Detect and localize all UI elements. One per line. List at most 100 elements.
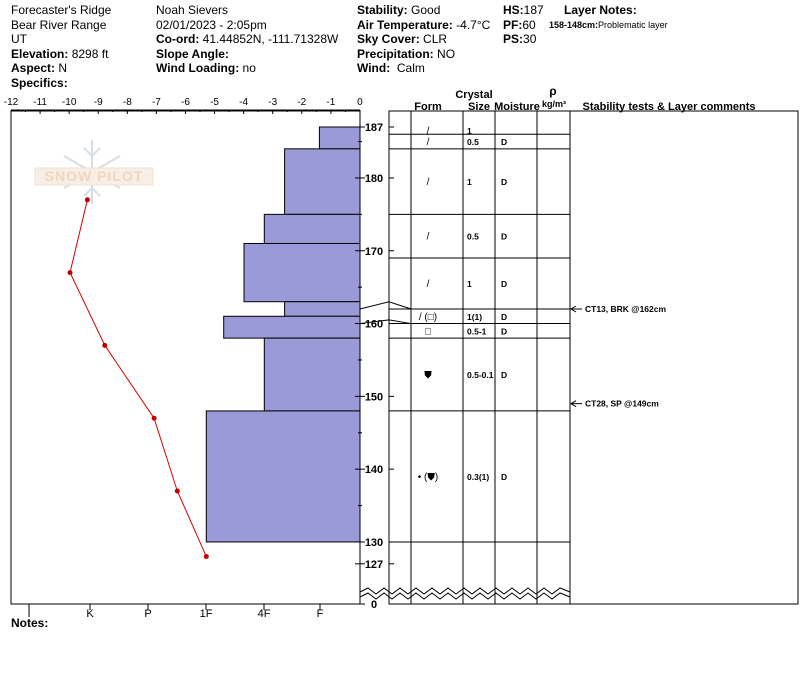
height-tick-label: 160 — [365, 319, 383, 331]
hs: HS:187 — [503, 3, 544, 17]
density-unit: kg/m³ — [542, 99, 566, 109]
aspect: Aspect: N — [11, 61, 68, 75]
layer-moisture: D — [501, 472, 507, 482]
snowpit-info: HS:187 PF:60 PS:30 — [503, 3, 544, 47]
crystal-header: Crystal — [455, 89, 492, 101]
conditions-info: Stability: Good Air Temperature: -4.7°C … — [357, 3, 490, 76]
stability-header: Stability tests & Layer comments — [582, 101, 755, 113]
air-temperature: Air Temperature: -4.7°C — [357, 17, 491, 32]
layer-note: 158-148cm:Problematic layer — [549, 19, 668, 30]
hardness-tick-label: 4F — [258, 608, 271, 620]
layer-leader — [359, 319, 412, 325]
temp-tick-label: -10 — [62, 97, 77, 108]
hardness-bar-6 — [263, 337, 361, 412]
watermark-text: SNOW PILOT — [45, 168, 144, 184]
state: UT — [11, 32, 27, 46]
ps: PS:30 — [503, 32, 537, 46]
hardness-bar-2 — [263, 213, 361, 244]
observation-datetime: 02/01/2023 - 2:05pm — [156, 17, 267, 32]
specifics: Specifics: — [11, 75, 68, 90]
layer-form: / — [427, 137, 430, 148]
layer-moisture: D — [501, 177, 507, 187]
temp-tick-label: -8 — [123, 97, 132, 108]
temperature-point — [102, 342, 108, 348]
sky-cover: Sky Cover: CLR — [357, 32, 448, 46]
temp-tick-label: -5 — [210, 97, 219, 108]
hardness-bar-5 — [223, 315, 361, 339]
temp-tick-label: 0 — [357, 97, 363, 108]
layer-form: • (⛊) — [418, 472, 438, 483]
layer-leader — [359, 301, 412, 310]
temp-tick-label: -12 — [4, 97, 19, 108]
hardness-bar-0 — [318, 126, 361, 150]
stability-test-label: CT28, SP @149cm — [585, 399, 659, 409]
moisture-header: Moisture — [494, 101, 540, 113]
layer-size: 1 — [467, 177, 472, 187]
temp-tick-label: -9 — [94, 97, 103, 108]
wind: Wind: Calm — [357, 61, 425, 75]
layer-form: ⛊ — [424, 370, 432, 381]
layer-moisture: D — [501, 326, 507, 336]
location-name: Forecaster's Ridge — [11, 3, 112, 17]
temp-tick-label: -6 — [181, 97, 190, 108]
layer-size: 1 — [467, 279, 472, 289]
layer-table: / 1 / 0.5 D / 1 D / 0.5 D / 1 D / (□) 1(1) D □ 0.5-1 D ⛊ 0.5-… — [359, 110, 799, 605]
layer-size: 0.5-0.1 — [467, 370, 494, 380]
form-header: Form — [414, 101, 442, 113]
layer-size: 0.3(1) — [467, 472, 489, 482]
height-tick-label: 150 — [365, 391, 383, 403]
layer-size: 0.5 — [467, 232, 479, 242]
hardness-tick-label: K — [86, 608, 94, 620]
temp-tick-label: -11 — [33, 97, 47, 108]
temp-tick-label: -2 — [297, 97, 306, 108]
temp-tick-label: -3 — [268, 97, 277, 108]
stability-arrowhead — [570, 400, 577, 408]
height-tick-label: 127 — [365, 559, 383, 571]
layer-notes-title: Layer Notes: — [564, 3, 637, 17]
temperature-point — [67, 270, 73, 276]
temperature-line — [69, 199, 207, 557]
location-info: Forecaster's Ridge Bear River Range UT E… — [11, 3, 111, 90]
layer-moisture: D — [501, 232, 507, 242]
temperature-point — [203, 554, 209, 560]
snowpilot-logo: SNOW PILOT — [34, 140, 154, 204]
temperature-point — [84, 197, 90, 203]
precipitation: Precipitation: NO — [357, 46, 456, 61]
layer-form: □ — [425, 326, 431, 337]
hardness-tick-label: I — [27, 608, 30, 620]
height-tick-label: 180 — [365, 173, 383, 185]
stability: Stability: Good — [357, 3, 441, 17]
layer-form: / — [427, 232, 430, 243]
hardness-bar-4 — [284, 301, 361, 317]
hardness-tick-label: F — [317, 608, 324, 620]
observer-name: Noah Sievers — [156, 3, 229, 17]
layer-form: / (□) — [419, 312, 437, 323]
density-symbol: ρ — [549, 84, 556, 98]
layer-form: / — [427, 177, 430, 188]
elevation: Elevation: 8298 ft — [11, 46, 109, 61]
temperature-point — [174, 488, 180, 494]
layer-notes: Layer Notes: 158-148cm:Problematic layer — [549, 3, 668, 32]
temp-tick-label: -7 — [152, 97, 161, 108]
height-tick-label: 140 — [365, 464, 383, 476]
size-header: Size — [468, 101, 490, 113]
temperature-point — [151, 415, 157, 421]
hardness-tick-label: 1F — [200, 608, 213, 620]
layer-size: 0.5-1 — [467, 326, 487, 336]
layer-moisture: D — [501, 370, 507, 380]
height-tick-label: 0 — [371, 599, 377, 611]
hardness-bar-3 — [243, 242, 361, 303]
layer-form: / — [427, 126, 430, 137]
temp-tick-label: -1 — [326, 97, 335, 108]
layer-size: 1 — [467, 126, 472, 136]
coordinates: Co-ord: 41.44852N, -111.71328W — [156, 32, 339, 46]
height-tick-label: 170 — [365, 246, 383, 258]
layer-form: / — [427, 279, 430, 290]
height-tick-label: 130 — [365, 537, 383, 549]
layer-moisture: D — [501, 279, 507, 289]
stability-arrowhead — [570, 305, 577, 313]
wind-loading: Wind Loading: no — [156, 61, 256, 75]
stability-test-label: CT13, BRK @162cm — [585, 304, 666, 314]
hardness-bar-7 — [205, 410, 361, 543]
